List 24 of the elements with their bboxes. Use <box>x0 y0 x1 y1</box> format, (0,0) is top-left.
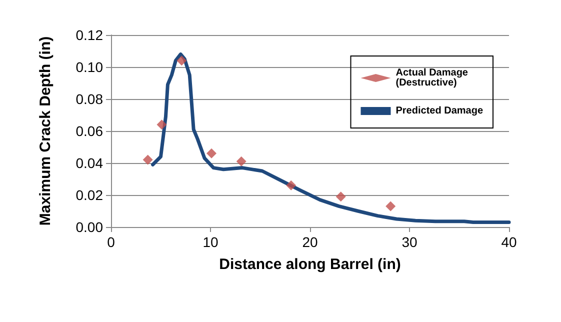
point <box>386 201 396 212</box>
y-axis-title: Maximum Crack Depth (in) <box>37 36 54 226</box>
point <box>286 180 296 190</box>
x-axis-title: Distance along Barrel (in) <box>219 256 401 273</box>
point <box>206 148 216 158</box>
x-tick-label: 30 <box>402 234 418 250</box>
point <box>156 120 167 130</box>
x-tick-label: 20 <box>302 234 318 250</box>
point <box>336 192 346 202</box>
point <box>236 156 246 166</box>
x-tick-label: 40 <box>501 234 517 250</box>
y-tick-label: 0.02 <box>76 187 104 203</box>
y-tick-label: 0.06 <box>76 123 104 139</box>
y-tick-label: 0.10 <box>76 59 104 75</box>
y-tick-label: 0.04 <box>76 155 104 171</box>
x-tick-label: 10 <box>202 234 218 250</box>
point <box>176 56 187 66</box>
x-tick-label: 0 <box>107 234 116 250</box>
y-tick-label: 0.08 <box>76 91 104 107</box>
y-tick-label: 0.12 <box>76 27 104 43</box>
legend-label: Actual Damage (Destructive) <box>396 68 471 88</box>
legend-label: Predicted Damage <box>396 106 484 116</box>
y-tick-label: 0.00 <box>76 219 104 235</box>
point <box>142 154 153 165</box>
